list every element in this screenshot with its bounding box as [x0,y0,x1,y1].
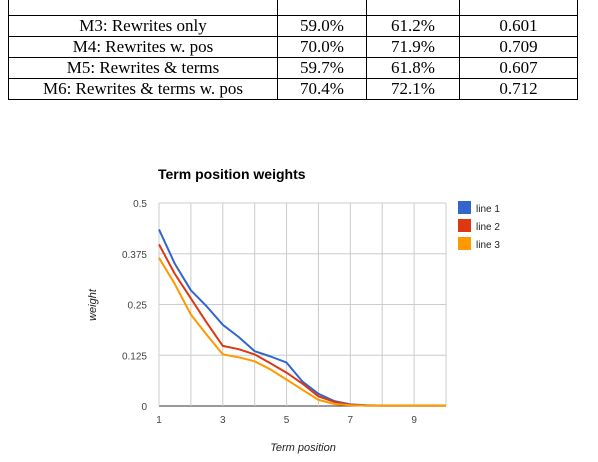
legend-swatch [458,237,471,250]
series-line-line-3 [158,257,446,407]
x-tick-label: 7 [348,415,354,426]
metric-cell: 72.1% [366,78,460,100]
metric-cell: 0.601 [459,15,578,37]
y-tick-label: 0.25 [128,301,148,312]
x-tick-label: 5 [284,415,290,426]
y-axis-label: weight [87,288,99,321]
legend-label: line 3 [476,240,500,251]
method-cell: M5: Rewrites & terms [8,57,278,79]
metric-cell: 61.2% [366,15,460,37]
table-row: M3: Rewrites only 59.0% 61.2% 0.601 [8,15,578,37]
legend-label: line 2 [476,222,500,233]
series-lines [158,228,446,407]
legend-label: line 1 [476,204,500,215]
x-tick-label: 9 [411,415,417,426]
y-tick-label: 0.5 [133,199,147,210]
method-cell: M6: Rewrites & terms w. pos [8,78,278,100]
y-tick-label: 0.125 [122,351,147,362]
y-tick-label: 0.375 [122,250,147,261]
x-tick-label: 3 [220,415,226,426]
series-line-line-1 [158,228,446,407]
metric-cell: 0.709 [459,36,578,58]
grid-lines [158,202,447,407]
table-row [8,0,578,16]
table-row: M5: Rewrites & terms 59.7% 61.8% 0.607 [8,57,578,79]
results-table: M3: Rewrites only 59.0% 61.2% 0.601 M4: Rewr… [8,0,578,100]
metric-cell: 0.607 [459,57,578,79]
metric-cell: 0.712 [459,78,578,100]
chart-title: Term position weights [158,166,306,182]
y-tick-label: 0 [141,402,147,413]
legend: line 1 line 2 line 3 [458,201,500,251]
metric-cell: 70.4% [277,78,367,100]
x-tick-label: 1 [156,415,162,426]
x-axis-label: Term position [270,442,336,454]
metric-cell: 61.8% [366,57,460,79]
metric-cell: 70.0% [277,36,367,58]
legend-swatch [458,219,471,232]
table-row: M6: Rewrites & terms w. pos 70.4% 72.1% 0.7… [8,78,578,100]
axes: 0 0.125 0.25 0.375 0.5 1 3 5 7 9 [122,199,417,426]
legend-swatch [458,201,471,214]
